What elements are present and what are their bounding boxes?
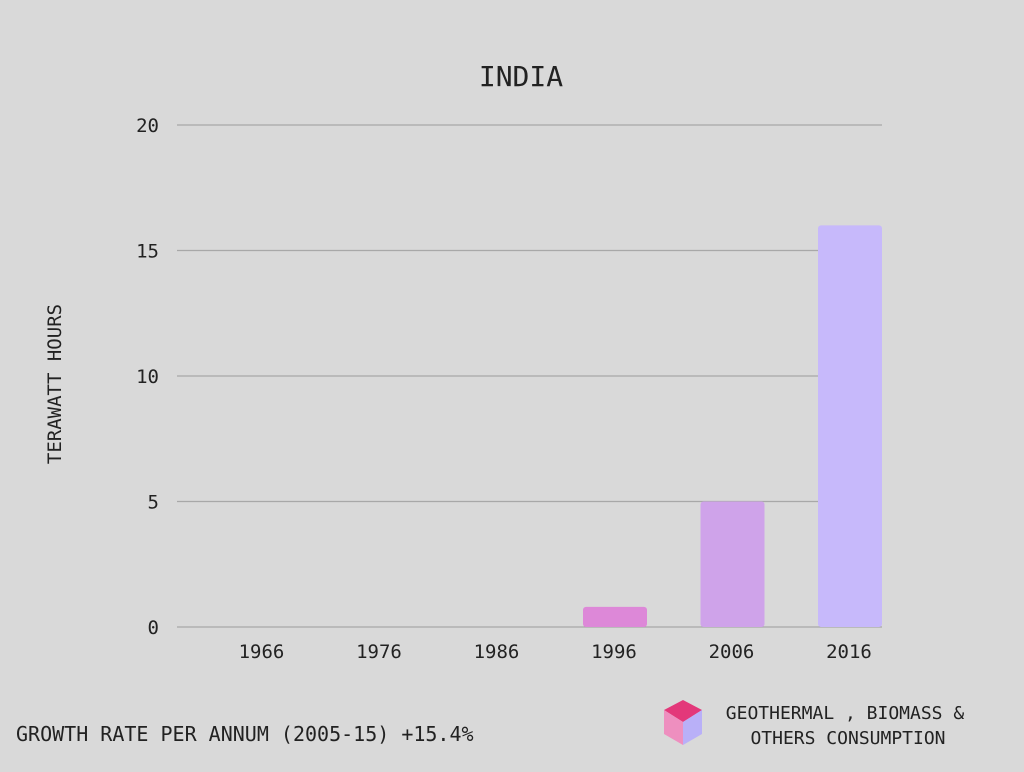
cube-right-face xyxy=(683,710,702,745)
y-tick-label: 20 xyxy=(136,115,159,137)
y-tick-label: 10 xyxy=(136,366,159,388)
y-ticks: 0 5 10 15 20 xyxy=(136,115,159,639)
x-tick-label: 2016 xyxy=(826,641,872,663)
x-tick-label: 1976 xyxy=(356,641,402,663)
bar-2006 xyxy=(700,501,765,627)
x-tick-label: 1966 xyxy=(239,641,285,663)
y-axis-label: TERAWATT HOURS xyxy=(44,304,66,464)
chart-title: INDIA xyxy=(479,60,563,93)
legend-label-line-1: GEOTHERMAL , BIOMASS & xyxy=(726,703,965,724)
y-tick-label: 0 xyxy=(148,617,159,639)
legend-label-line-2: OTHERS CONSUMPTION xyxy=(750,728,945,749)
legend: GEOTHERMAL , BIOMASS & OTHERS CONSUMPTIO… xyxy=(664,700,964,749)
gridlines xyxy=(177,124,882,628)
y-tick-label: 5 xyxy=(148,492,159,514)
bars-group xyxy=(583,225,882,627)
x-tick-label: 2006 xyxy=(709,641,755,663)
cube-top-face xyxy=(664,700,702,722)
cube-icon xyxy=(664,700,702,745)
x-ticks: 1966 1976 1986 1996 2006 2016 xyxy=(239,641,872,663)
x-tick-label: 1996 xyxy=(591,641,637,663)
cube-left-face xyxy=(664,710,683,745)
bar-2016 xyxy=(818,225,882,627)
growth-rate-text: GROWTH RATE PER ANNUM (2005-15) +15.4% xyxy=(16,722,474,746)
bar-1996 xyxy=(583,606,647,627)
y-tick-label: 15 xyxy=(136,241,159,263)
x-tick-label: 1986 xyxy=(474,641,520,663)
